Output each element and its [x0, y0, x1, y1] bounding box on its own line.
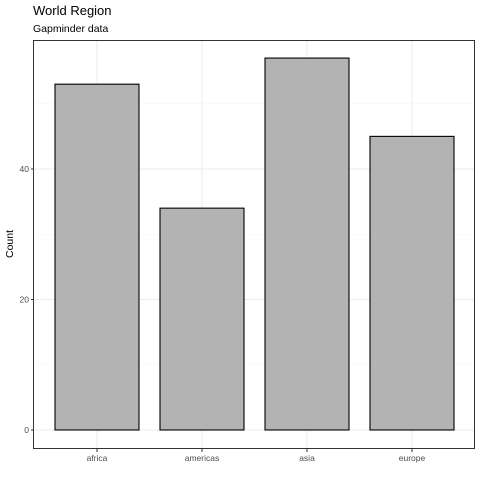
y-axis-ticks: 0 20 40	[20, 164, 34, 435]
y-tick-label: 20	[20, 295, 30, 305]
bar-americas	[159, 207, 245, 431]
bar-asia	[264, 57, 350, 431]
bars	[54, 57, 455, 431]
chart-subtitle: Gapminder data	[33, 23, 108, 35]
y-axis-label: Count	[4, 230, 16, 258]
bar-europe	[369, 135, 455, 431]
x-tick-label-europe: europe	[399, 453, 426, 463]
x-tick-label-americas: americas	[185, 453, 219, 463]
panel-border	[33, 40, 475, 449]
y-tick-label: 40	[20, 164, 30, 174]
x-axis-ticks: africa americas asia europe	[87, 449, 426, 463]
x-tick-label-asia: asia	[299, 453, 315, 463]
x-tick-label-africa: africa	[87, 453, 108, 463]
y-tick-label: 0	[24, 425, 29, 435]
bar-africa	[54, 83, 140, 431]
chart-title: World Region	[33, 3, 112, 18]
